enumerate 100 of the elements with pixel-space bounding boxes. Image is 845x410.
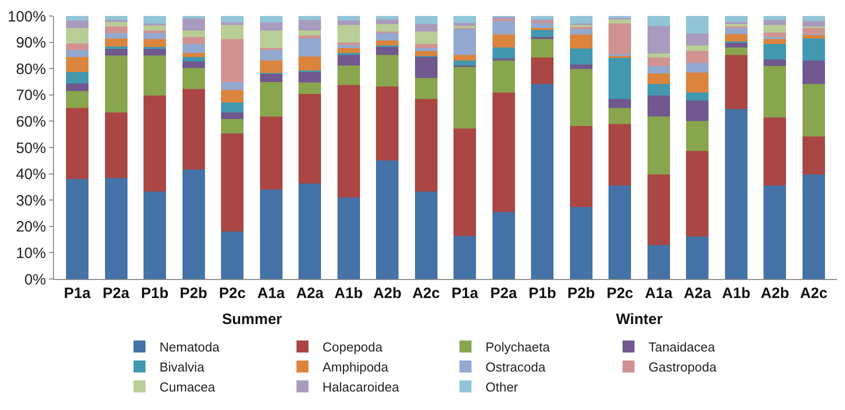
bar — [531, 58, 554, 84]
x-tick-label: P2a — [490, 285, 518, 302]
bar — [454, 60, 476, 66]
y-tick-label: 10% — [16, 244, 46, 262]
x-tick-label: A2c — [800, 285, 828, 302]
bar — [492, 48, 515, 58]
bar — [221, 22, 244, 25]
bar — [647, 16, 670, 26]
y-tick-label: 30% — [16, 192, 46, 210]
bar — [221, 102, 244, 113]
bar — [686, 51, 709, 64]
bar — [686, 100, 709, 122]
bar — [686, 92, 709, 101]
bar — [221, 24, 244, 40]
bar — [802, 174, 825, 279]
bar — [104, 16, 128, 20]
bar — [608, 124, 632, 186]
bar — [531, 84, 554, 279]
bar — [802, 34, 825, 39]
bar — [337, 198, 360, 279]
bar — [221, 39, 244, 82]
y-tick-label: 80% — [16, 60, 46, 78]
bar — [144, 48, 166, 56]
bar — [802, 16, 825, 21]
bar — [802, 27, 825, 34]
bar — [260, 189, 282, 279]
bar — [298, 20, 322, 31]
bar — [531, 29, 554, 38]
bar — [298, 38, 322, 56]
bar — [686, 72, 709, 92]
legend-label: Copepoda — [322, 340, 384, 355]
x-tick-label: A1b — [722, 285, 750, 302]
bar — [414, 24, 438, 32]
bar — [182, 89, 205, 170]
bar — [724, 109, 748, 279]
legend-label: Gastropoda — [648, 360, 718, 375]
bar — [570, 207, 592, 279]
bar — [104, 26, 128, 34]
bar — [376, 40, 399, 46]
bar — [376, 54, 399, 86]
bar — [66, 50, 88, 57]
bar — [376, 16, 399, 20]
bar — [221, 112, 244, 120]
x-tick-label: A2a — [296, 285, 324, 302]
y-tick-label: 50% — [16, 140, 46, 157]
bar — [337, 44, 360, 48]
bar — [298, 71, 322, 82]
bar — [414, 78, 438, 100]
legend-label: Other — [486, 379, 519, 394]
bar — [764, 185, 786, 279]
bar — [66, 179, 88, 279]
bar — [298, 35, 322, 38]
legend-label: Bivalvia — [160, 360, 206, 375]
bar — [104, 55, 128, 113]
bar — [802, 38, 825, 60]
bar — [376, 86, 399, 161]
bar — [454, 66, 476, 128]
bar — [686, 46, 709, 52]
bar — [647, 66, 670, 74]
bar — [454, 23, 476, 26]
bar — [414, 191, 438, 279]
x-tick-label: P2a — [102, 285, 130, 302]
bar — [182, 44, 205, 53]
legend-label: Nematoda — [160, 340, 220, 355]
bar — [66, 44, 88, 50]
legend-label: Polychaeta — [486, 340, 551, 355]
bar — [144, 191, 166, 279]
bar — [144, 55, 166, 96]
bar — [570, 48, 592, 65]
bar — [144, 16, 166, 24]
bar — [376, 46, 399, 55]
bar — [764, 16, 786, 20]
legend-label: Ostracoda — [486, 360, 546, 375]
bar — [764, 38, 786, 44]
bar — [182, 62, 205, 68]
bar — [764, 66, 786, 118]
bar — [724, 48, 748, 55]
bar — [260, 30, 282, 48]
bar — [724, 54, 748, 110]
x-tick-label: A2a — [684, 285, 712, 302]
bar — [686, 236, 709, 279]
bar — [298, 94, 322, 184]
legend-label: Amphipoda — [322, 360, 390, 375]
bar — [376, 24, 399, 32]
bar — [182, 68, 205, 90]
x-tick-label: P1a — [64, 285, 92, 302]
bar — [260, 16, 282, 23]
bar — [802, 60, 825, 84]
bar — [337, 16, 360, 21]
bar — [414, 44, 438, 48]
bar — [66, 20, 88, 28]
bar — [531, 23, 554, 28]
bar — [376, 19, 399, 24]
bar — [66, 108, 88, 180]
bar — [531, 38, 554, 58]
bar — [802, 84, 825, 136]
bar — [104, 33, 128, 38]
bar — [337, 54, 360, 66]
bar — [764, 60, 786, 66]
bar — [144, 38, 166, 47]
